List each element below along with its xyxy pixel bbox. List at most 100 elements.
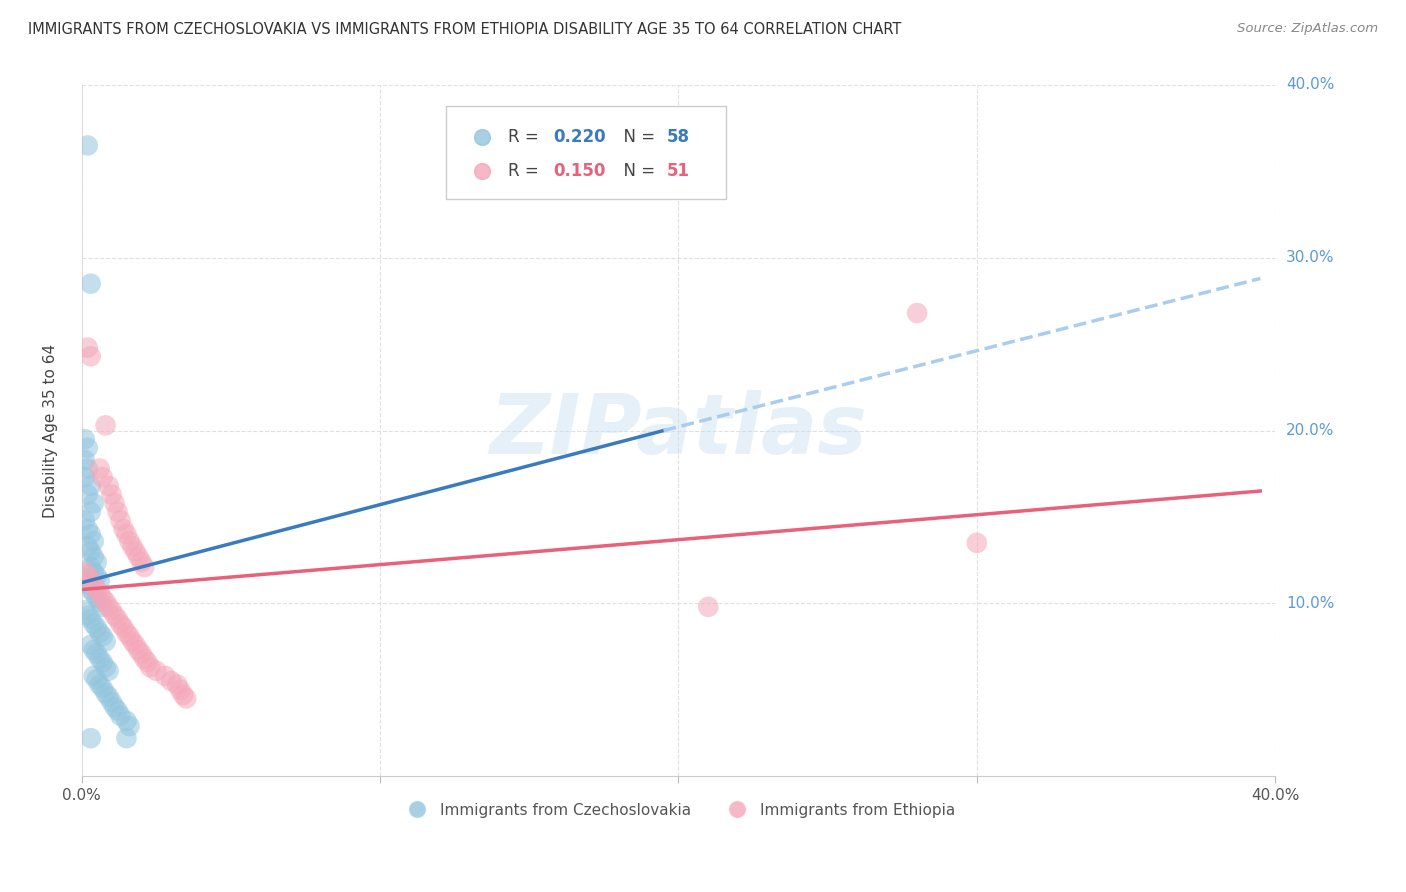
Point xyxy=(94,418,117,433)
Point xyxy=(127,643,149,657)
Point xyxy=(73,453,96,467)
Point xyxy=(94,594,117,608)
Y-axis label: Disability Age 35 to 64: Disability Age 35 to 64 xyxy=(44,343,58,517)
Point xyxy=(166,677,188,691)
Point xyxy=(94,634,117,648)
Point xyxy=(79,582,101,597)
Point xyxy=(86,555,108,569)
Point xyxy=(124,544,146,558)
Point xyxy=(121,539,143,553)
Point xyxy=(100,603,122,617)
Point xyxy=(79,574,101,588)
Point xyxy=(79,527,101,541)
Point xyxy=(76,487,98,501)
Text: 51: 51 xyxy=(666,162,689,180)
Point xyxy=(79,544,101,558)
Point xyxy=(89,586,111,600)
Point xyxy=(115,527,138,541)
Point xyxy=(97,690,120,704)
Point xyxy=(73,432,96,446)
Point xyxy=(94,660,117,674)
Point xyxy=(115,714,138,728)
Point xyxy=(134,651,156,665)
Text: ZIPatlas: ZIPatlas xyxy=(489,390,868,471)
Point xyxy=(89,594,111,608)
Point xyxy=(89,461,111,475)
Point xyxy=(83,586,105,600)
Point xyxy=(139,660,162,674)
Point xyxy=(83,496,105,510)
Point xyxy=(107,612,129,626)
Point xyxy=(124,638,146,652)
Point xyxy=(131,555,153,569)
Point xyxy=(100,695,122,709)
Text: 0.220: 0.220 xyxy=(553,128,606,145)
FancyBboxPatch shape xyxy=(446,105,725,199)
Point xyxy=(172,688,194,702)
Point xyxy=(73,470,96,484)
Point xyxy=(79,731,101,746)
Point xyxy=(155,669,177,683)
Point xyxy=(76,441,98,455)
Point xyxy=(118,629,141,643)
Text: R =: R = xyxy=(508,162,544,180)
Point xyxy=(89,677,111,691)
Text: R =: R = xyxy=(508,128,544,145)
Point xyxy=(103,700,125,714)
Text: Source: ZipAtlas.com: Source: ZipAtlas.com xyxy=(1237,22,1378,36)
Point xyxy=(112,522,135,536)
Point xyxy=(107,704,129,718)
Point xyxy=(83,577,105,591)
Point xyxy=(76,539,98,553)
Point xyxy=(110,617,132,632)
Point xyxy=(76,577,98,591)
Point xyxy=(83,534,105,549)
Point xyxy=(79,560,101,574)
Point xyxy=(91,599,114,614)
Text: IMMIGRANTS FROM CZECHOSLOVAKIA VS IMMIGRANTS FROM ETHIOPIA DISABILITY AGE 35 TO : IMMIGRANTS FROM CZECHOSLOVAKIA VS IMMIGR… xyxy=(28,22,901,37)
Point xyxy=(83,669,105,683)
Point xyxy=(79,277,101,291)
Point xyxy=(76,608,98,623)
Point xyxy=(86,673,108,687)
Point xyxy=(73,566,96,580)
Point xyxy=(127,549,149,564)
Point xyxy=(83,566,105,580)
Point xyxy=(89,574,111,588)
Point xyxy=(89,625,111,640)
Text: N =: N = xyxy=(613,128,661,145)
Point xyxy=(79,505,101,519)
Point xyxy=(115,731,138,746)
Point xyxy=(86,568,108,582)
Point xyxy=(86,591,108,606)
Text: 0.150: 0.150 xyxy=(553,162,606,180)
Point xyxy=(169,682,191,697)
Point xyxy=(905,306,928,320)
Point xyxy=(79,349,101,363)
Point xyxy=(91,591,114,606)
Point xyxy=(76,568,98,582)
Point xyxy=(110,708,132,723)
Text: 10.0%: 10.0% xyxy=(1286,596,1334,611)
Point xyxy=(73,603,96,617)
Text: N =: N = xyxy=(613,162,661,180)
Point xyxy=(86,621,108,635)
Point xyxy=(83,643,105,657)
Point xyxy=(76,138,98,153)
Point xyxy=(121,634,143,648)
Point xyxy=(118,534,141,549)
Point xyxy=(966,536,988,550)
Text: 20.0%: 20.0% xyxy=(1286,423,1334,438)
Point xyxy=(100,487,122,501)
Point xyxy=(76,341,98,355)
Point xyxy=(134,560,156,574)
Point xyxy=(79,638,101,652)
Point xyxy=(697,599,720,614)
Point xyxy=(94,686,117,700)
Point xyxy=(76,461,98,475)
Point xyxy=(103,608,125,623)
Point xyxy=(86,647,108,661)
Point xyxy=(145,664,167,678)
Text: 30.0%: 30.0% xyxy=(1286,251,1334,265)
Point xyxy=(97,599,120,614)
